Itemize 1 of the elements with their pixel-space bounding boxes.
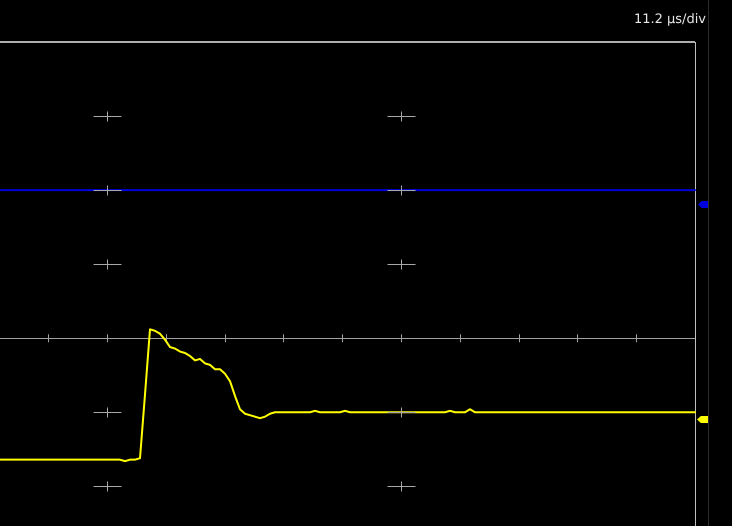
text: 11.2 μs/div <box>634 12 706 27</box>
